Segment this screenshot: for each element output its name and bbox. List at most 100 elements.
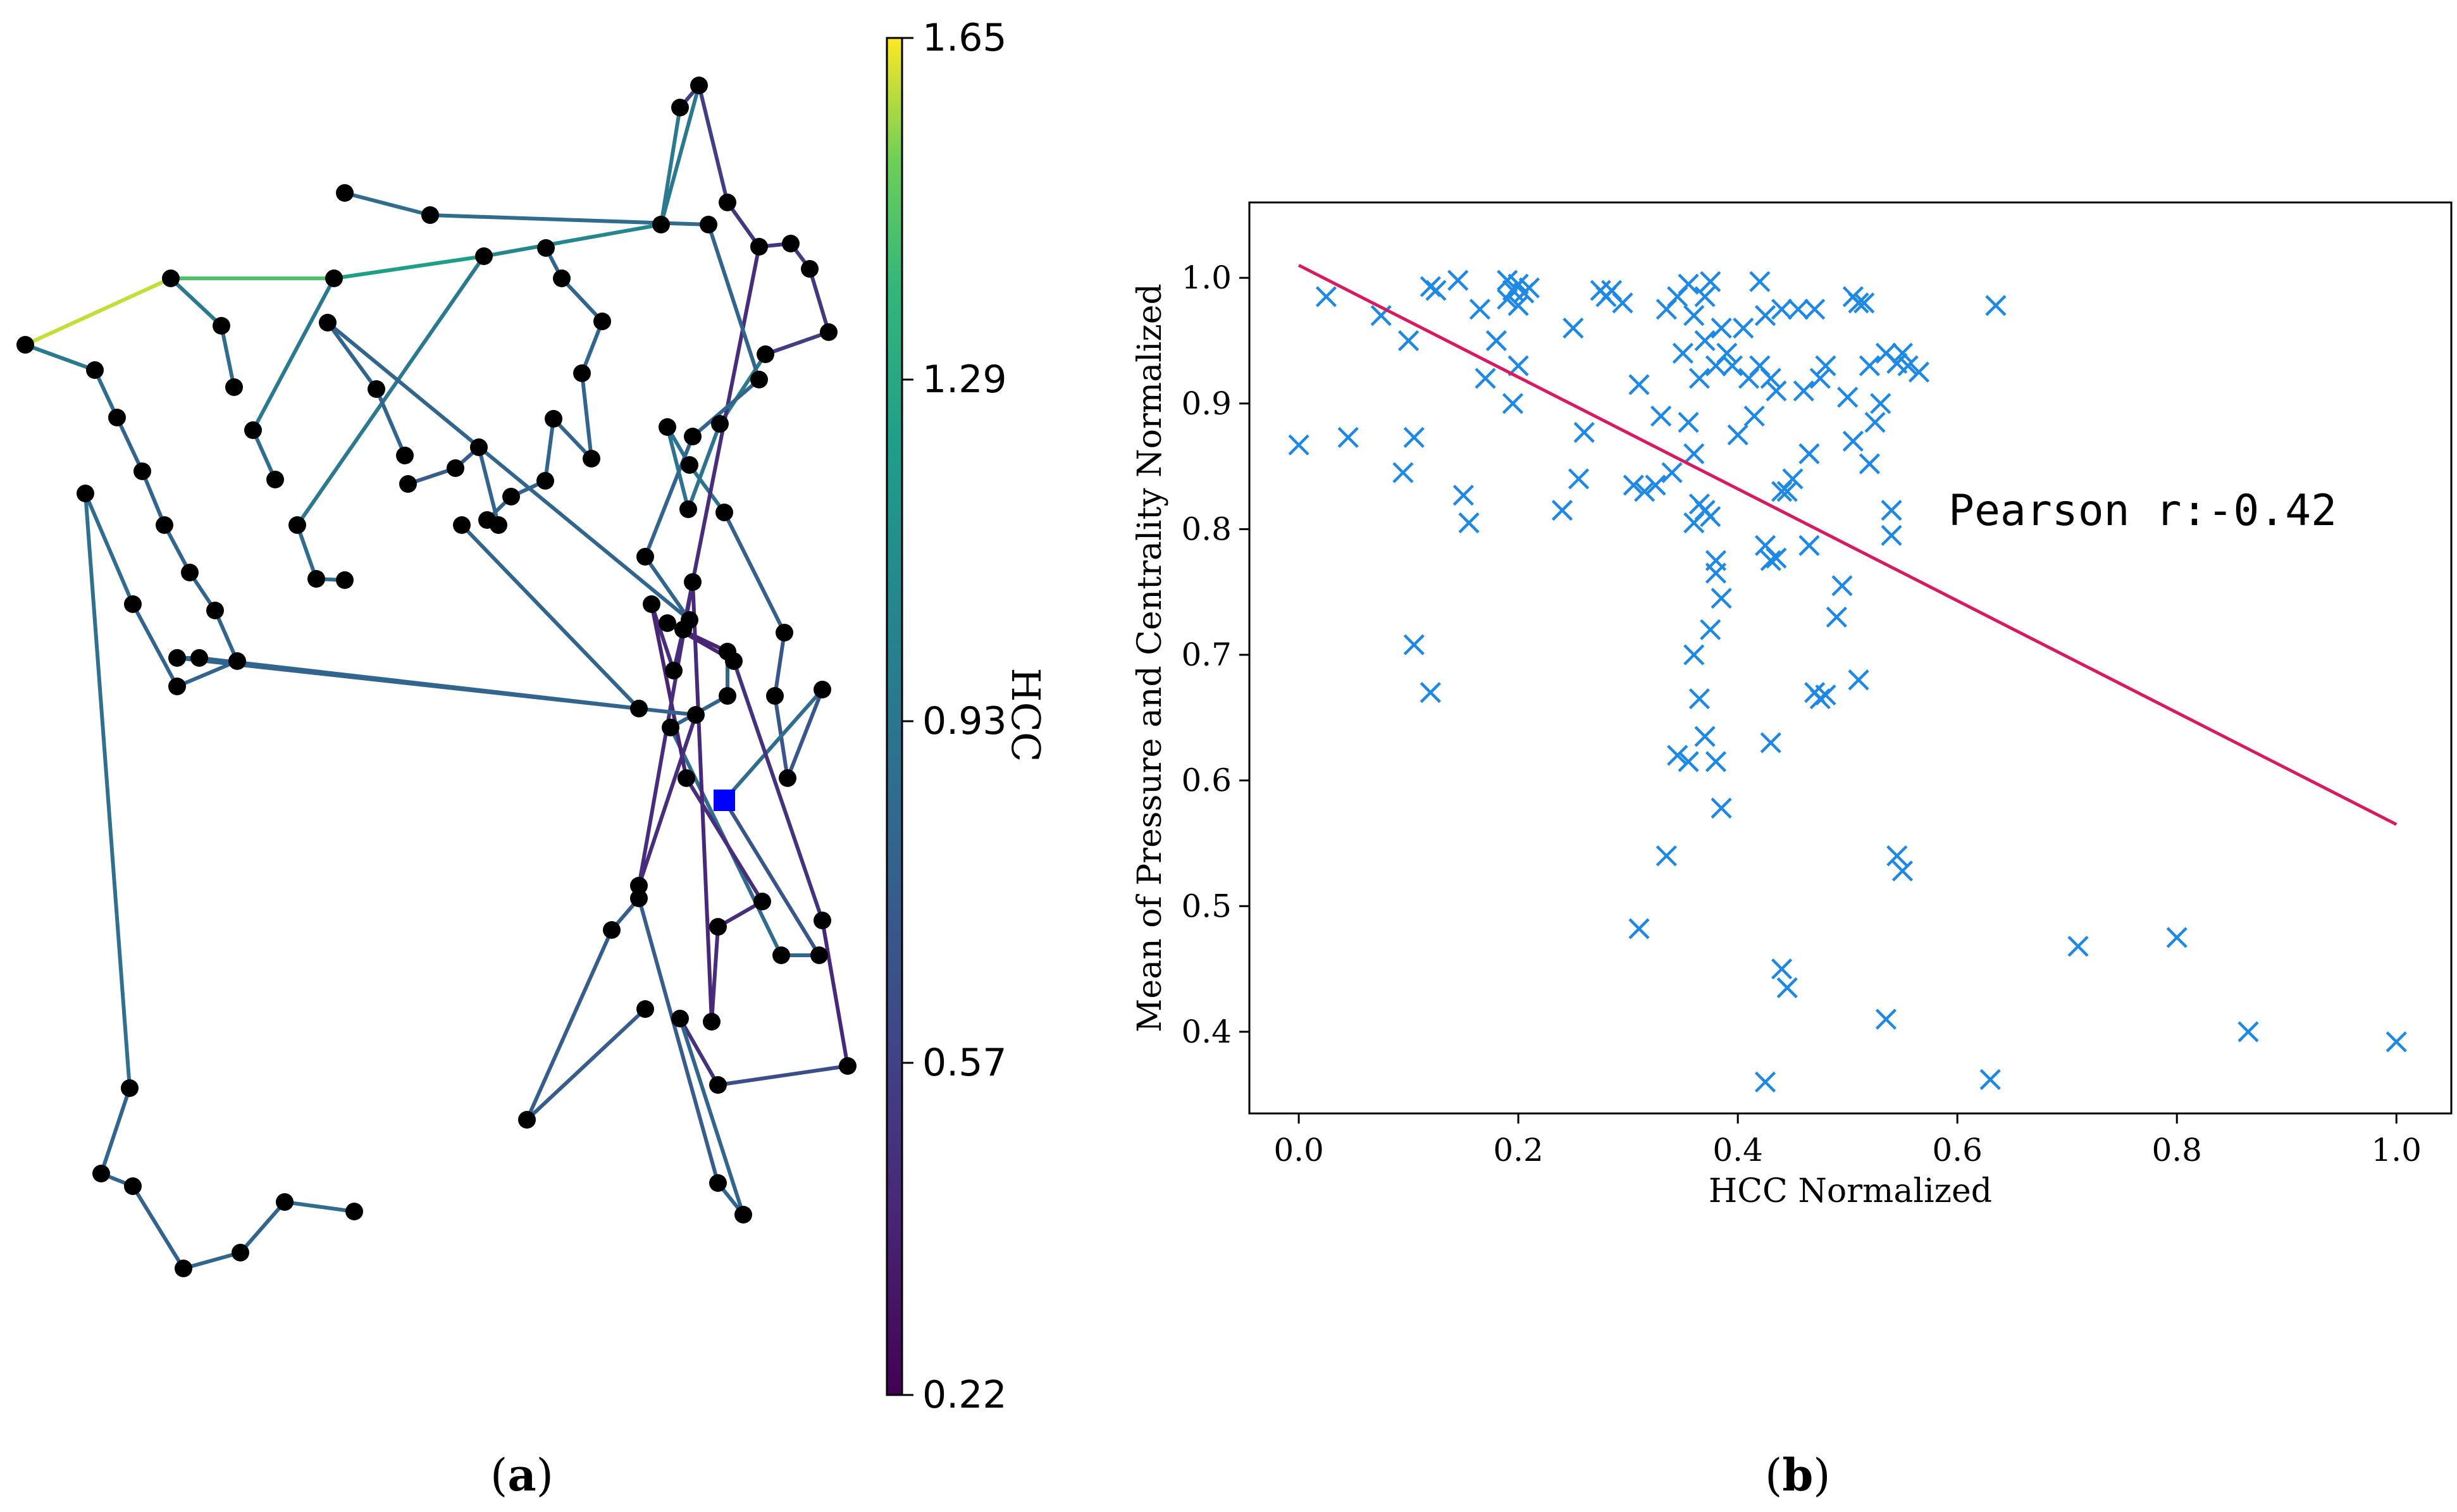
y-tick-label: 0.5 (1181, 888, 1232, 924)
caption-b: (b) (1765, 1449, 1831, 1501)
scatter-point (1766, 547, 1787, 569)
network-node (734, 1206, 752, 1224)
scatter-point (1634, 481, 1656, 502)
scatter-point (1771, 958, 1793, 980)
network-edge (637, 713, 698, 888)
network-edge (726, 201, 761, 249)
scatter-point (1645, 474, 1666, 496)
scatter-point (1403, 426, 1425, 449)
scatter-point (1848, 669, 1869, 691)
network-edge (84, 492, 135, 606)
scatter-point (1859, 355, 1880, 376)
network-node (325, 270, 343, 287)
scatter-point (1776, 977, 1798, 998)
network-node (681, 456, 698, 474)
scatter-point (1573, 421, 1595, 443)
network-edge (659, 84, 701, 226)
network-node (719, 194, 736, 211)
scatter-point (1908, 361, 1930, 383)
x-tick-label: 0.4 (1712, 1132, 1763, 1168)
scatter-point (1612, 292, 1633, 314)
network-node (630, 889, 648, 907)
x-tick-label: 1.0 (2371, 1132, 2422, 1168)
scatter-point (1776, 481, 1798, 502)
network-edge (552, 417, 593, 461)
network-node (213, 317, 230, 335)
caption-a: (a) (490, 1449, 554, 1501)
scatter-point (1458, 512, 1480, 534)
network-node (536, 472, 554, 490)
scatter-point (1886, 845, 1908, 867)
scatter-point (1754, 305, 1776, 326)
scatter-point (2386, 1031, 2407, 1053)
network-node (709, 1076, 727, 1094)
network-edge (343, 191, 432, 217)
scatter-point (1721, 355, 1743, 376)
scatter-point (1985, 295, 2007, 316)
scatter-point (1683, 644, 1705, 666)
caption-b-letter: b (1782, 1449, 1814, 1501)
network-edge (295, 254, 486, 527)
scatter-point (1497, 270, 1518, 291)
network-edge (115, 416, 144, 473)
y-tick-label: 0.8 (1181, 511, 1232, 547)
scatter-point (1897, 355, 1919, 376)
network-node (225, 378, 243, 396)
network-edge (678, 1017, 720, 1087)
scatter-point (2067, 936, 2089, 957)
network-node (757, 345, 774, 363)
network-node (814, 912, 831, 929)
colorbar-tick-label: 0.22 (922, 1373, 1007, 1417)
network-node (678, 769, 695, 787)
network-edge (525, 1007, 647, 1122)
network-node (16, 336, 34, 354)
x-tick-label: 0.6 (1932, 1132, 1983, 1168)
network-node (175, 1260, 192, 1277)
network-node (630, 877, 648, 895)
scatter-point (1700, 505, 1721, 528)
scatter-point (1891, 342, 1914, 364)
scatter-point (1650, 406, 1672, 427)
scatter-point (1727, 424, 1748, 446)
network-node (518, 1111, 536, 1129)
network-edge (678, 1017, 745, 1217)
network-edge (580, 371, 593, 461)
network-node (573, 364, 591, 382)
colorbar-tick-label: 1.29 (922, 357, 1007, 402)
network-edge (99, 1086, 132, 1175)
network-node (665, 662, 683, 679)
scatter-point (1754, 1071, 1776, 1093)
network-edge (732, 659, 824, 922)
network-edge (808, 267, 831, 334)
network-edge (140, 469, 166, 527)
scatter-point (1475, 368, 1496, 389)
scatter-point (1798, 443, 1820, 464)
network-edge (643, 435, 695, 559)
scatter-point (1804, 299, 1826, 320)
network-edge (326, 321, 691, 622)
network-edge (460, 523, 641, 710)
network-edge (131, 1184, 185, 1270)
scatter-points (1288, 270, 2407, 1093)
network-node (725, 652, 743, 670)
network-node (810, 946, 828, 964)
network-edge (251, 428, 277, 481)
scatter-point (1563, 318, 1584, 339)
network-edge (659, 106, 682, 226)
scatter-point (1700, 619, 1721, 640)
network-edge (722, 511, 786, 635)
scatter-point (1667, 745, 1688, 766)
network-node (553, 270, 571, 287)
scatter-point (1425, 280, 1447, 301)
network-node (168, 678, 186, 695)
network-node (583, 450, 600, 468)
y-tick-label: 0.4 (1181, 1013, 1232, 1050)
network-edge (213, 609, 239, 663)
scatter-point (1403, 634, 1425, 655)
scatter-point (1623, 474, 1644, 496)
network-node (124, 595, 142, 613)
x-axis-label: HCC Normalized (1709, 1172, 1992, 1210)
network-node (447, 459, 464, 477)
network-edge (650, 602, 688, 780)
scatter-point (1743, 406, 1765, 427)
